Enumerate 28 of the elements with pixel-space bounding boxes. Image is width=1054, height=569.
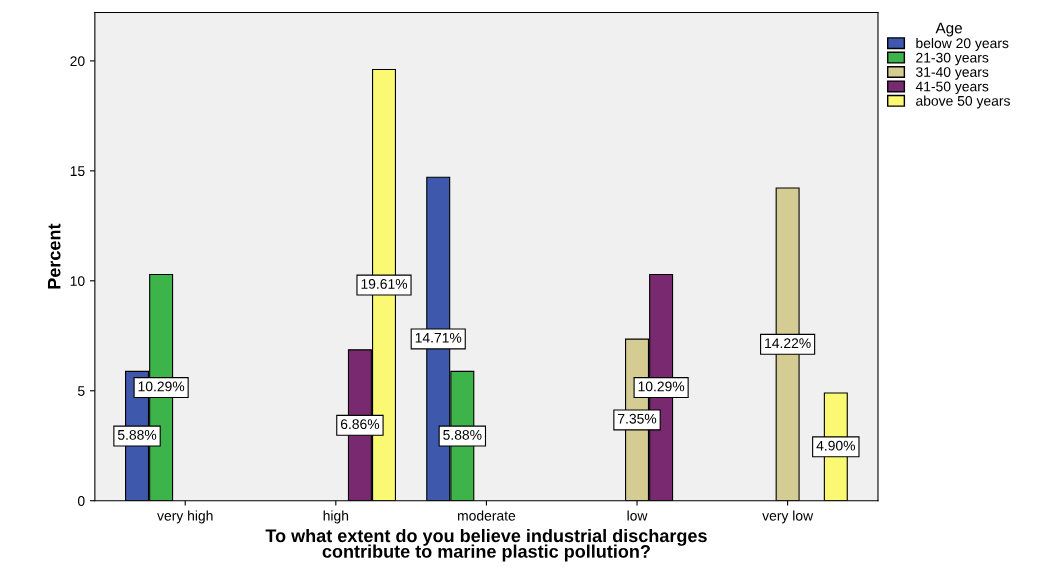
legend-label: above 50 years <box>916 95 1010 109</box>
legend-label: 31-40 years <box>916 67 989 80</box>
x-tick-label: moderate <box>458 510 516 521</box>
data-label: 5.88% <box>443 429 482 440</box>
legend-label: 41-50 years <box>915 81 989 95</box>
x-tick-label: very low <box>762 510 814 524</box>
legend-label: below 20 years <box>916 37 1009 51</box>
x-tick-label: very high <box>157 510 213 524</box>
y-axis-title: Percent <box>47 223 61 289</box>
y-tick-label: 0 <box>77 496 85 506</box>
data-label: 6.86% <box>340 419 380 430</box>
y-tick-label: 20 <box>70 56 85 67</box>
y-tick-label: 10 <box>70 276 85 286</box>
data-label: 14.22% <box>765 338 811 349</box>
x-tick-label: high <box>323 510 349 524</box>
x-axis-title: To what extent do you believe industrial discharges contribute to marine plastic pollution? <box>265 528 707 562</box>
data-label: 14.71% <box>415 332 462 343</box>
legend-label: 21-30 years <box>916 52 989 66</box>
data-label: 10.29% <box>138 381 185 392</box>
legend-title: Age <box>935 22 962 37</box>
y-tick-label: 15 <box>70 166 85 177</box>
y-tick-label: 5 <box>77 386 85 396</box>
data-label: 7.35% <box>618 413 657 424</box>
data-label: 10.29% <box>638 381 685 392</box>
data-label: 4.90% <box>816 440 856 451</box>
data-label: 5.88% <box>117 429 157 440</box>
x-tick-label: low <box>627 510 648 521</box>
data-label: 19.61% <box>361 278 408 289</box>
